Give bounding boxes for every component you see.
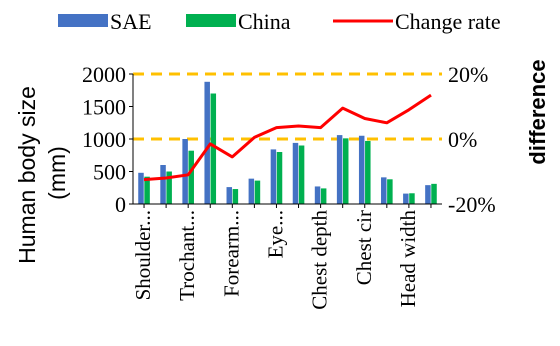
y-axis-title-line2: (mm) <box>44 146 70 200</box>
change-rate-line <box>143 93 432 182</box>
bar-sae-4 <box>226 187 233 204</box>
bar-china-7 <box>298 145 305 204</box>
reference-lines <box>133 72 442 141</box>
left-tick-label-1500: 1500 <box>82 95 126 120</box>
bar-china-4 <box>232 189 239 204</box>
left-tick-label-0: 0 <box>115 192 126 217</box>
bar-series <box>138 81 437 204</box>
right-axis-title: difference <box>525 59 550 164</box>
change-rate-series <box>143 93 432 182</box>
bar-sae-3 <box>204 81 210 204</box>
right-tick-label-1: 0% <box>448 127 477 152</box>
bar-sae-12 <box>403 193 409 204</box>
left-tick-label-1000: 1000 <box>82 127 126 152</box>
axis-labels: 0 500 1000 1500 2000 -20% 0% 20% Shoulder... Troc… <box>14 59 550 309</box>
bar-sae-9 <box>336 135 343 204</box>
x-tick-label-8: Chest depth <box>308 210 332 310</box>
bar-china-11 <box>387 179 393 204</box>
bar-sae-6 <box>270 149 277 204</box>
axes <box>129 73 442 208</box>
legend-label-china: China <box>238 9 291 34</box>
bar-sae-13 <box>425 185 431 204</box>
bar-sae-2 <box>182 139 188 204</box>
bar-china-0 <box>144 176 150 204</box>
legend-label-change-rate: Change rate <box>395 9 501 34</box>
legend-swatch-china <box>186 14 236 27</box>
bar-china-8 <box>320 188 327 204</box>
bar-sae-8 <box>314 186 321 204</box>
bar-sae-5 <box>248 178 255 204</box>
left-tick-label-500: 500 <box>93 160 126 185</box>
legend-swatch-sae <box>58 14 108 27</box>
bar-sae-11 <box>381 177 387 204</box>
x-tick-label-2: Trochant... <box>175 210 199 301</box>
bar-china-12 <box>409 193 415 204</box>
legend-label-sae: SAE <box>110 9 152 34</box>
bar-sae-1 <box>160 165 166 204</box>
bar-china-5 <box>254 180 261 204</box>
x-tick-label-4: Forearm... <box>219 210 243 297</box>
bar-china-9 <box>342 138 349 204</box>
bar-sae-7 <box>292 142 299 204</box>
right-tick-label-2: 20% <box>448 62 488 87</box>
right-tick-label-0: -20% <box>448 192 496 217</box>
y-axis-title-line1: Human body size <box>14 86 40 264</box>
bar-china-1 <box>166 171 172 204</box>
bar-sae-10 <box>358 135 365 204</box>
x-tick-label-6: Eye... <box>263 210 287 258</box>
bar-china-2 <box>188 150 194 204</box>
x-tick-label-12: Head width <box>396 210 420 308</box>
bar-china-10 <box>365 140 371 204</box>
bar-china-13 <box>431 183 437 204</box>
x-tick-label-10: Chest cir <box>352 210 376 285</box>
bar-china-6 <box>276 152 283 204</box>
x-tick-label-0: Shoulder... <box>131 210 155 300</box>
left-tick-label-2000: 2000 <box>82 62 126 87</box>
bar-sae-0 <box>138 172 144 204</box>
legend: SAE China Change rate <box>58 9 501 34</box>
bar-china-3 <box>210 93 217 204</box>
